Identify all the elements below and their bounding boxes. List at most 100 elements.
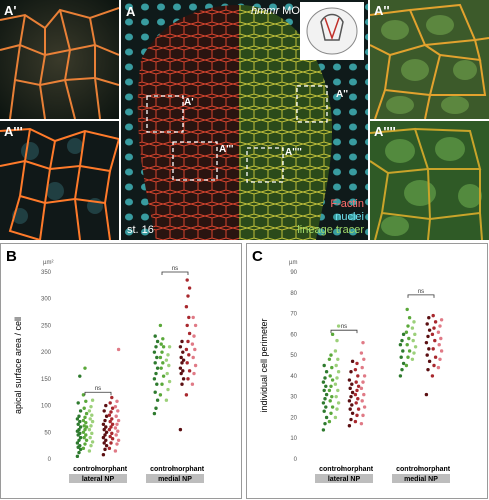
data-point [89,424,93,428]
data-point [104,438,108,442]
data-point [324,370,329,374]
data-point [355,361,359,366]
data-point [90,413,94,417]
legend-nuclei: nuclei [335,211,364,223]
data-point [110,436,115,441]
data-point [181,358,186,362]
stage-label: st. 16 [127,224,154,236]
data-point [180,339,184,344]
y-tick-label: 200 [41,350,52,356]
data-point [185,323,189,328]
data-point [321,401,326,405]
data-point [87,409,92,413]
data-point [88,435,92,440]
data-point [321,428,326,432]
data-point [398,343,403,347]
data-point [431,313,435,318]
data-point [333,415,338,420]
data-point [400,367,404,372]
panel-a-micrograph: A hmmr MO A' A'' A''' A'''' st. 16 F-act… [121,0,368,240]
significance-label: ns [172,266,178,272]
data-point [90,431,94,436]
data-point [347,399,352,403]
box-label-a4: A'''' [285,147,302,158]
data-point [178,345,183,349]
data-point [187,353,191,357]
data-point [181,377,186,381]
data-point [84,420,88,425]
data-point [82,424,86,428]
data-point [327,388,332,393]
data-point [187,286,192,290]
data-point [356,384,361,388]
data-point [166,353,170,357]
data-point [104,430,109,434]
data-point [328,399,332,403]
legend-tracer: lineage tracer [297,224,364,236]
y-tick-label: 80 [290,291,297,297]
data-point [158,323,163,328]
data-point [110,417,114,421]
data-point [115,442,119,446]
y-tick-label: 0 [48,457,52,463]
data-point [353,419,358,424]
data-point [187,315,191,320]
data-point [359,421,364,426]
data-point [336,324,341,328]
data-point [82,406,86,410]
data-point [354,380,358,384]
data-point [78,435,83,440]
data-point [322,363,326,368]
data-point [336,401,341,405]
data-point [436,365,441,370]
data-point [77,414,81,418]
data-point [103,418,107,423]
data-point [113,426,118,430]
data-point [335,407,339,411]
data-point [349,370,353,374]
data-point [433,320,438,324]
data-point [178,366,183,370]
data-point [160,382,164,386]
inset-a2: A'' [370,0,489,119]
data-point [101,422,106,426]
data-point [328,374,332,378]
y-tick-label: 350 [41,270,52,276]
y-tick-label: 30 [290,395,297,401]
inset-label: A' [4,3,17,18]
data-point [412,320,416,324]
group-label: morphant [95,466,128,473]
data-point [187,369,192,373]
data-point [330,394,334,399]
data-point [155,382,159,386]
data-point [161,361,165,365]
data-point [161,345,166,349]
data-point [164,398,169,402]
data-point [350,390,355,395]
data-point [330,378,335,382]
box-label-a2: A'' [336,89,348,100]
data-point [160,350,164,354]
data-point [347,378,352,382]
data-point [84,411,89,416]
data-point [413,332,417,337]
data-point [436,330,441,334]
data-point [181,369,185,373]
data-point [193,347,197,352]
data-point [78,374,82,378]
data-point [413,345,418,349]
data-point [184,347,189,352]
data-point [350,359,355,364]
data-point [401,349,405,353]
data-point [83,415,87,420]
group-label: control [396,466,420,473]
data-point [184,305,189,309]
y-tick-label: 90 [290,270,297,276]
data-point [75,454,80,459]
data-point [89,404,93,409]
panel-c-label: C [252,248,263,265]
data-point [81,446,86,451]
data-point [113,404,118,409]
data-point [178,427,183,432]
region-bar [315,474,373,483]
